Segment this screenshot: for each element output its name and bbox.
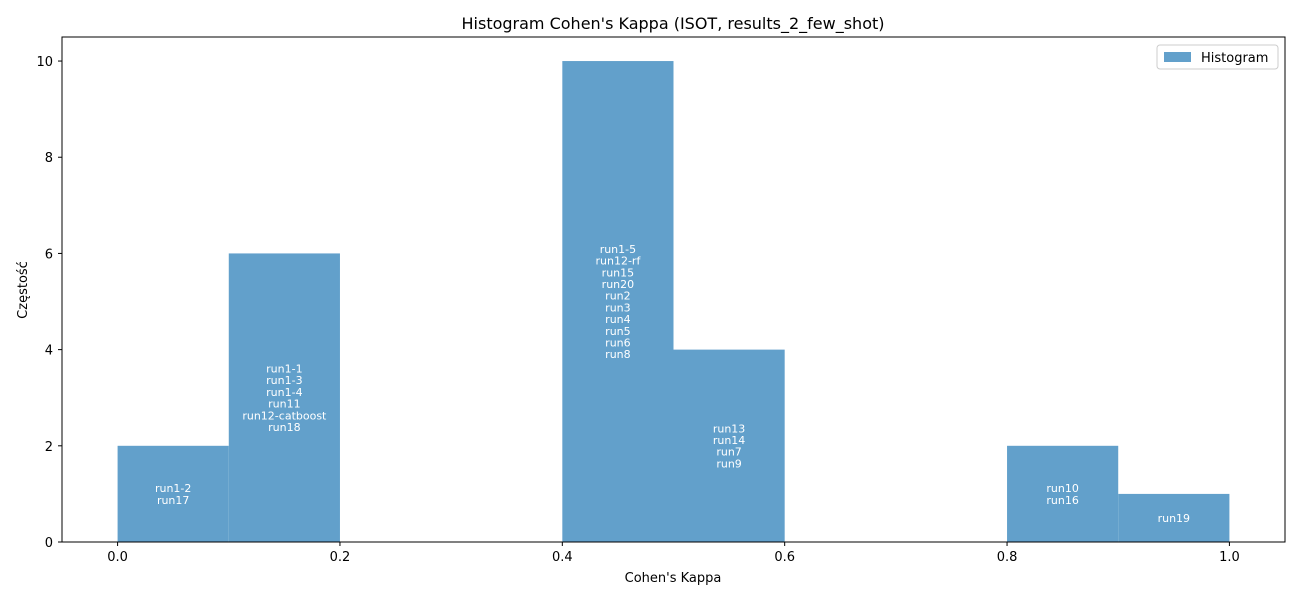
legend: Histogram [1156,44,1279,70]
chart-title: Histogram Cohen's Kappa (ISOT, results_2… [462,14,885,34]
bar-run-label: run12-rf [595,255,641,268]
bar-run-label: run18 [268,421,300,434]
x-tick-label: 0.4 [552,550,573,565]
bar-run-label: run1-1 [266,362,302,375]
x-axis: 0.0 0.2 0.4 0.6 0.8 1.0 [107,542,1240,565]
bar-run-label: run1-3 [266,374,302,387]
bar-run-label: run1-5 [600,243,636,256]
bar-run-label: run3 [605,301,630,314]
bar-run-label: run16 [1046,494,1078,507]
x-tick-label: 0.0 [107,550,128,565]
bar-run-label: run5 [605,325,630,338]
bar-run-label: run8 [605,348,630,361]
x-tick-label: 0.2 [330,550,351,565]
bar-run-label: run1-2 [155,482,191,495]
legend-label: Histogram [1201,51,1268,66]
y-tick-label: 10 [36,55,53,70]
bar-run-label: run17 [157,494,189,507]
y-tick-label: 0 [45,536,53,551]
bar-run-label: run12-catboost [242,409,327,422]
legend-swatch [1164,52,1191,62]
y-tick-label: 2 [45,440,53,455]
y-tick-label: 8 [45,151,53,166]
bar-run-label: run20 [602,278,634,291]
x-tick-label: 0.6 [774,550,795,565]
x-axis-label: Cohen's Kappa [625,571,722,586]
plot-frame [61,36,1286,543]
histogram-bar [228,253,340,542]
y-tick-label: 6 [45,247,53,262]
x-tick-label: 0.8 [997,550,1018,565]
bar-run-label: run19 [1158,512,1190,525]
bar-run-label: run11 [268,398,300,411]
bar-run-label: run7 [716,446,741,459]
x-tick-label: 1.0 [1219,550,1240,565]
bar-run-label: run13 [713,422,745,435]
y-tick-label: 4 [45,344,53,359]
bar-labels-layer: run1-2run17run1-1run1-3run1-4run11run12-… [155,243,1190,525]
bars-layer [117,61,1230,543]
histogram-bar [562,61,674,543]
y-axis: 0 2 4 6 8 10 [36,55,62,551]
legend-box [1156,44,1279,70]
bar-run-label: run6 [605,336,630,349]
bar-run-label: run15 [602,266,634,279]
histogram-bar [1007,445,1119,542]
histogram-bar [1118,493,1230,542]
y-axis-label: Częstość [16,261,31,319]
histogram-bar [673,349,785,542]
bar-run-label: run10 [1046,482,1078,495]
histogram-bar [117,445,229,542]
bar-run-label: run9 [716,457,741,470]
bar-run-label: run14 [713,434,745,447]
bar-run-label: run2 [605,290,630,303]
bar-run-label: run1-4 [266,386,302,399]
bar-run-label: run4 [605,313,630,326]
